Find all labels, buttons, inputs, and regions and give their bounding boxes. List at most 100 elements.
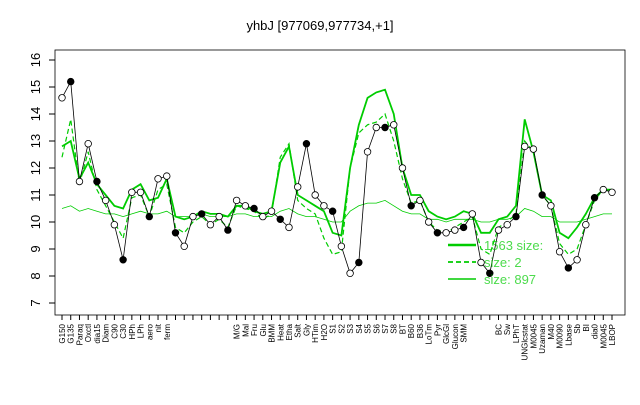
series-line [61,112,613,256]
x-tick-label: S5 [364,323,373,333]
x-tick-label: HPh [128,324,137,340]
x-tick-label: C90 [110,323,119,338]
x-tick-label: S6 [372,323,381,333]
data-point [58,94,66,102]
data-point [154,175,162,183]
x-tick-label: aero [145,323,154,340]
data-point [93,177,101,186]
x-tick-label: Pyr [433,324,442,336]
data-point [267,207,276,215]
x-tick-label: H2O [320,324,329,340]
x-tick-label: S3 [346,323,355,333]
x-tick-label: Mal [241,324,250,337]
x-tick-label: GlcGl [442,324,451,344]
x-tick-label: LoTm [425,324,434,345]
data-point [197,210,206,218]
x-tick-label: BI [582,324,591,332]
data-point [110,220,119,229]
y-tick-label: 9 [28,245,43,252]
x-tick-label: B60 [407,323,416,338]
data-point [145,212,154,221]
data-point [84,139,92,148]
data-point [433,229,442,237]
x-tick-label: BMM [268,324,277,343]
data-point [372,123,380,132]
data-point [424,218,433,226]
data-point [407,202,415,210]
data-point [416,196,424,205]
x-tick-label: S1 [329,323,338,333]
x-tick-label: BT [398,324,407,334]
data-point [398,164,407,172]
x-tick-label: M40 [547,323,556,339]
y-tick-label: 14 [28,107,43,121]
plot-frame [54,49,626,316]
x-tick-label: Sb [573,323,582,333]
x-tick-label: G150 [58,323,67,343]
data-point [564,264,573,272]
x-tick-label: LBOP [608,324,617,345]
data-point [608,188,616,196]
data-point [119,256,127,264]
data-point [503,220,511,229]
legend-label: size: 897 [484,272,536,287]
data-point [573,256,581,264]
x-tick-label: SMM [460,324,469,343]
data-point [590,193,599,202]
data-point [328,207,337,215]
series-line [61,199,612,223]
x-tick-label: dia15 [93,323,102,343]
data-point [529,145,538,153]
x-tick-label: LPhT [512,324,521,343]
x-tick-label: Etha [285,323,294,340]
x-tick-label: M0045 [599,323,608,348]
x-tick-label: M0045 [529,323,538,348]
x-tick-label: Oxctl [84,324,93,342]
data-point [241,202,250,210]
chart-title: yhbJ [977069,977734,+1] [246,18,393,33]
x-tick-label: UNGlcstat [521,323,530,360]
legend-label: 1563 size: [484,238,543,253]
data-point [311,191,319,199]
data-point [494,226,503,234]
data-point [163,172,171,180]
y-tick-label: 8 [28,272,43,279]
data-point [320,202,328,210]
data-point [232,196,241,205]
y-tick-label: 13 [28,134,43,148]
data-point [477,258,485,267]
x-tick-label: S4 [355,323,364,333]
x-tick-label: G135 [67,323,76,343]
x-tick-label: S2 [337,323,346,333]
x-tick-label: nit [154,323,163,332]
data-point [486,269,494,277]
data-point [224,226,232,234]
data-point [451,226,459,234]
data-point [381,123,389,132]
x-tick-label: M/G [233,324,242,339]
x-tick-label: Fru [250,324,259,336]
data-point [215,212,223,221]
y-tick-label: 11 [28,188,43,202]
x-tick-label: B36 [416,323,425,338]
data-point [189,212,197,221]
data-point [468,210,477,218]
x-tick-label: Sw [503,324,512,335]
x-tick-label: Paraq [75,324,84,345]
data-point [276,215,284,223]
x-tick-label: ferm [163,324,172,340]
data-point [442,229,450,237]
series-line [61,88,612,240]
data-point [206,220,215,229]
data-point [363,148,372,156]
x-tick-label: Salt [294,323,303,338]
y-tick-label: 10 [28,215,43,229]
y-tick-label: 12 [28,161,43,175]
data-point [75,177,84,186]
data-point [180,242,188,250]
data-point [294,183,302,191]
legend-label: size: 2 [484,255,522,270]
x-tick-label: S7 [381,323,390,333]
x-tick-label: C30 [119,323,128,338]
